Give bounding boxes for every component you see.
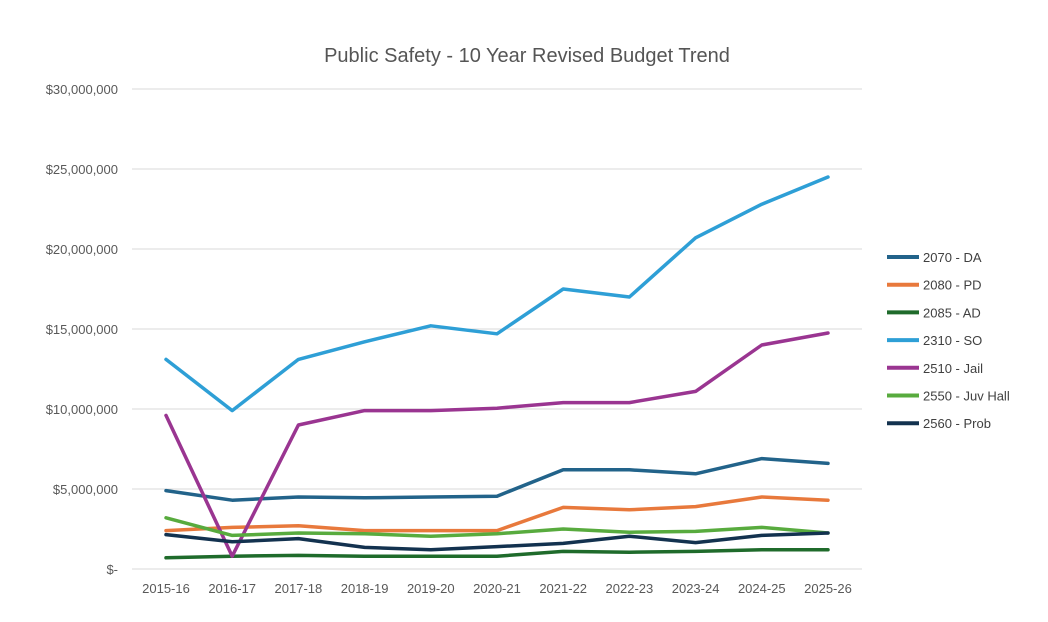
x-tick-label: 2016-17	[208, 581, 256, 596]
legend-label: 2085 - AD	[923, 305, 981, 320]
x-tick-label: 2015-16	[142, 581, 190, 596]
x-tick-label: 2025-26	[804, 581, 852, 596]
legend-label: 2080 - PD	[923, 278, 982, 293]
legend-label: 2550 - Juv Hall	[923, 389, 1010, 404]
y-tick-label: $10,000,000	[46, 402, 118, 417]
series-line-ad	[164, 548, 830, 560]
x-tick-label: 2020-21	[473, 581, 521, 596]
x-tick-label: 2018-19	[341, 581, 389, 596]
series-line-so	[164, 175, 830, 413]
legend-label: 2560 - Prob	[923, 416, 991, 431]
series-line-pd	[164, 495, 830, 533]
y-tick-label: $25,000,000	[46, 162, 118, 177]
series-line-da	[164, 456, 830, 502]
y-tick-label: $30,000,000	[46, 82, 118, 97]
x-tick-label: 2019-20	[407, 581, 455, 596]
y-tick-label: $15,000,000	[46, 322, 118, 337]
x-tick-label: 2022-23	[606, 581, 654, 596]
y-tick-label: $20,000,000	[46, 242, 118, 257]
legend-label: 2310 - SO	[923, 333, 982, 348]
x-tick-label: 2023-24	[672, 581, 720, 596]
x-tick-label: 2017-18	[275, 581, 323, 596]
x-tick-label: 2021-22	[539, 581, 587, 596]
chart-title: Public Safety - 10 Year Revised Budget T…	[324, 45, 730, 67]
legend-label: 2070 - DA	[923, 250, 982, 265]
series-line-jail	[164, 331, 830, 558]
y-tick-label: $-	[106, 562, 118, 577]
y-tick-label: $5,000,000	[53, 482, 118, 497]
series-line-juv-hall	[164, 516, 830, 538]
series-line-prob	[164, 531, 830, 552]
x-tick-label: 2024-25	[738, 581, 786, 596]
legend-label: 2510 - Jail	[923, 361, 983, 376]
